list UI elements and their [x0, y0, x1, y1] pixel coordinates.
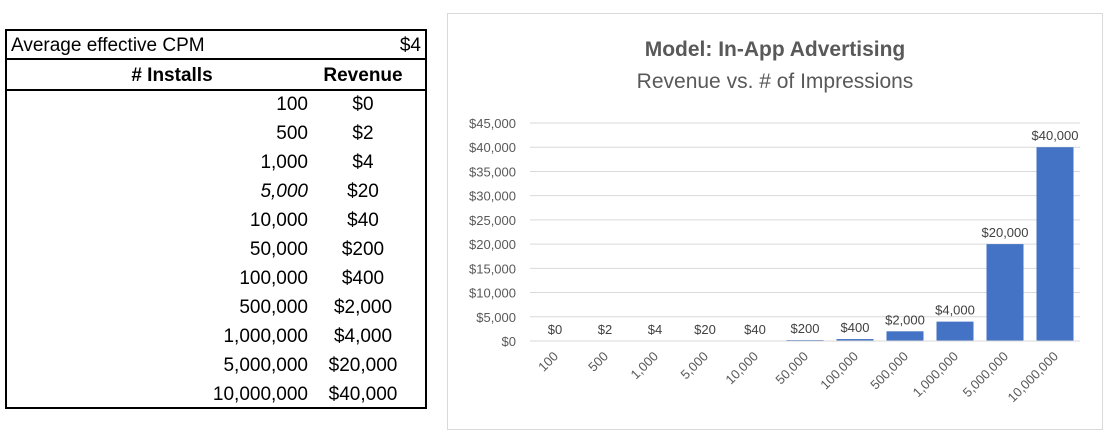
y-tick-label: $30,000 [469, 189, 516, 204]
revenue-cell: $2,000 [333, 297, 393, 318]
y-tick-label: $10,000 [469, 286, 516, 301]
x-tick-label: 10,000,000 [1004, 349, 1061, 406]
y-tick-label: $5,000 [476, 310, 516, 325]
x-tick-label: 500,000 [867, 349, 911, 393]
bar [886, 331, 924, 341]
chart-title: Model: In-App Advertising [644, 38, 906, 61]
revenue-cell: $20 [347, 181, 379, 202]
data-label: $0 [548, 322, 562, 337]
revenue-cell: $0 [352, 94, 374, 115]
installs-cell: 10,000,000 [212, 384, 308, 405]
data-label: $40 [744, 322, 766, 337]
revenue-cell: $4 [352, 152, 374, 173]
bar [836, 339, 874, 341]
x-tick-label: 5,000 [678, 349, 712, 383]
x-tick-label: 100,000 [817, 349, 861, 393]
header-installs: # Installs [131, 65, 213, 86]
data-label: $20 [694, 322, 716, 337]
revenue-cell: $4,000 [333, 326, 393, 347]
chart-subtitle: Revenue vs. # of Impressions [636, 70, 914, 93]
table-row: 10,000,000 $40,000 [7, 381, 425, 410]
table-row: 500,000 $2,000 [7, 294, 425, 323]
bar [1036, 147, 1074, 341]
data-label: $4 [648, 322, 662, 337]
installs-cell: 100 [276, 94, 308, 115]
x-tick-label: 500 [585, 349, 611, 375]
installs-cell: 500 [276, 123, 308, 144]
data-label: $2 [598, 322, 612, 337]
x-tick-label: 1,000,000 [910, 349, 962, 401]
y-tick-label: $25,000 [469, 213, 516, 228]
chart-plot-area: $0$5,000$10,000$15,000$20,000$25,000$30,… [469, 116, 1080, 406]
revenue-cell: $40 [347, 210, 379, 231]
table-body: 100 $0 500 $2 1,000 $4 5,000 $20 10,000 $40 5… [7, 91, 425, 410]
data-label: $400 [841, 320, 870, 335]
table-row: 1,000,000 $4,000 [7, 323, 425, 352]
x-tick-label: 1,000 [628, 349, 662, 383]
installs-cell: 1,000 [260, 152, 308, 173]
y-tick-label: $0 [502, 334, 516, 349]
cpm-row: Average effective CPM $4 [7, 31, 425, 60]
cpm-label: Average effective CPM [11, 35, 205, 56]
revenue-cell: $2 [352, 123, 374, 144]
revenue-cell: $40,000 [328, 384, 398, 405]
table-row: 500 $2 [7, 120, 425, 149]
y-tick-label: $45,000 [469, 116, 516, 131]
data-label: $20,000 [982, 225, 1029, 240]
data-label: $4,000 [935, 303, 975, 318]
header-revenue: Revenue [323, 65, 403, 86]
revenue-cell: $20,000 [328, 355, 398, 376]
installs-cell: 50,000 [249, 239, 308, 260]
installs-cell: 5,000,000 [223, 355, 308, 376]
table-row: 50,000 $200 [7, 236, 425, 265]
table-row: 10,000 $40 [7, 207, 425, 236]
revenue-cell: $200 [341, 239, 385, 260]
y-tick-label: $15,000 [469, 261, 516, 276]
table-row: 100 $0 [7, 91, 425, 120]
revenue-chart: Model: In-App Advertising Revenue vs. # … [447, 13, 1103, 430]
table-header-row: # Installs Revenue [7, 60, 425, 91]
y-tick-label: $40,000 [469, 140, 516, 155]
cpm-value: $4 [399, 35, 421, 56]
x-tick-label: 5,000,000 [960, 349, 1012, 401]
data-label: $40,000 [1032, 128, 1079, 143]
x-tick-label: 50,000 [772, 349, 811, 388]
bar [986, 244, 1024, 341]
y-tick-label: $20,000 [469, 237, 516, 252]
installs-cell: 100,000 [239, 268, 308, 289]
table-row: 5,000 $20 [7, 178, 425, 207]
installs-cell: 5,000 [260, 181, 308, 202]
data-label: $200 [791, 321, 820, 336]
installs-cell: 500,000 [239, 297, 308, 318]
data-label: $2,000 [885, 312, 925, 327]
x-tick-label: 10,000 [722, 349, 761, 388]
x-tick-label: 100 [535, 349, 561, 375]
revenue-table: Average effective CPM $4 # Installs Reve… [5, 29, 427, 409]
table-row: 5,000,000 $20,000 [7, 352, 425, 381]
bar [936, 321, 974, 341]
revenue-cell: $400 [341, 268, 385, 289]
y-tick-label: $35,000 [469, 164, 516, 179]
table-row: 100,000 $400 [7, 265, 425, 294]
table-row: 1,000 $4 [7, 149, 425, 178]
installs-cell: 1,000,000 [223, 326, 308, 347]
installs-cell: 10,000 [249, 210, 308, 231]
